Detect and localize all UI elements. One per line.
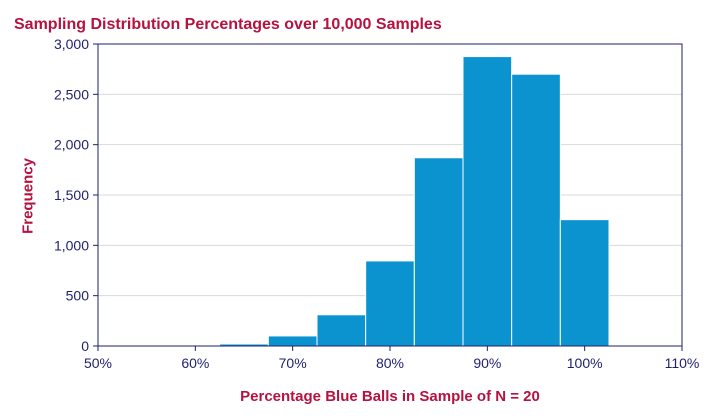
y-tick-label: 2,500: [54, 86, 89, 102]
histogram-bar: [267, 335, 318, 347]
y-tick-label: 0: [81, 338, 89, 354]
x-tick-label: 80%: [376, 355, 404, 371]
x-tick-label: 50%: [84, 355, 112, 371]
x-tick-label: 110%: [665, 355, 700, 371]
x-tick-label: 90%: [473, 355, 501, 371]
y-tick-label: 2,000: [54, 137, 89, 153]
y-tick-label: 1,500: [54, 187, 89, 203]
histogram-bar: [559, 219, 610, 347]
y-tick-label: 1,000: [54, 237, 89, 253]
histogram-bar: [413, 157, 464, 347]
chart-title: Sampling Distribution Percentages over 1…: [14, 16, 442, 33]
histogram-bar: [462, 56, 513, 347]
y-tick-label: 3,000: [54, 36, 89, 52]
x-axis-label: Percentage Blue Balls in Sample of N = 2…: [240, 388, 540, 405]
histogram-bar: [316, 314, 367, 347]
x-tick-label: 70%: [279, 355, 307, 371]
histogram-bar: [511, 73, 561, 347]
x-tick-label: 100%: [567, 355, 603, 371]
histogram-bar: [365, 260, 415, 347]
y-tick-label: 500: [66, 288, 90, 304]
histogram-bars: [170, 56, 610, 347]
x-tick-label: 60%: [181, 355, 209, 371]
axis-ticks: 0 500 1,000 1,500 2,000 2,500 3,000 50% 60% 70% 80…: [54, 36, 699, 371]
